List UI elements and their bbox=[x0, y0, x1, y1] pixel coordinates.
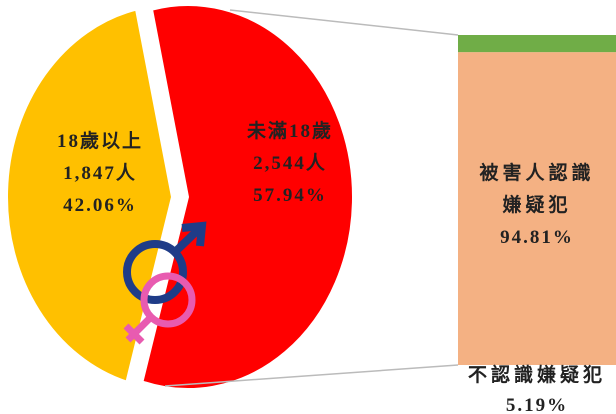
label: 57.94% bbox=[253, 180, 327, 212]
label: 42.06% bbox=[63, 190, 137, 222]
label: 94.81% bbox=[500, 222, 574, 254]
label: 1,847人 bbox=[63, 158, 137, 190]
label: 2,544人 bbox=[253, 148, 327, 180]
label: 被害人認識嫌疑犯 bbox=[477, 158, 597, 222]
label: 5.19% bbox=[506, 390, 568, 414]
label: 未滿18歲 bbox=[247, 116, 333, 148]
bar-segment bbox=[458, 35, 616, 52]
label: 18歲以上 bbox=[57, 126, 143, 158]
label: 不認識嫌疑犯 bbox=[468, 360, 606, 392]
chart: 18歲以上1,847人42.06% 未滿18歲2,544人57.94% 被害人認識嫌… bbox=[0, 0, 616, 414]
